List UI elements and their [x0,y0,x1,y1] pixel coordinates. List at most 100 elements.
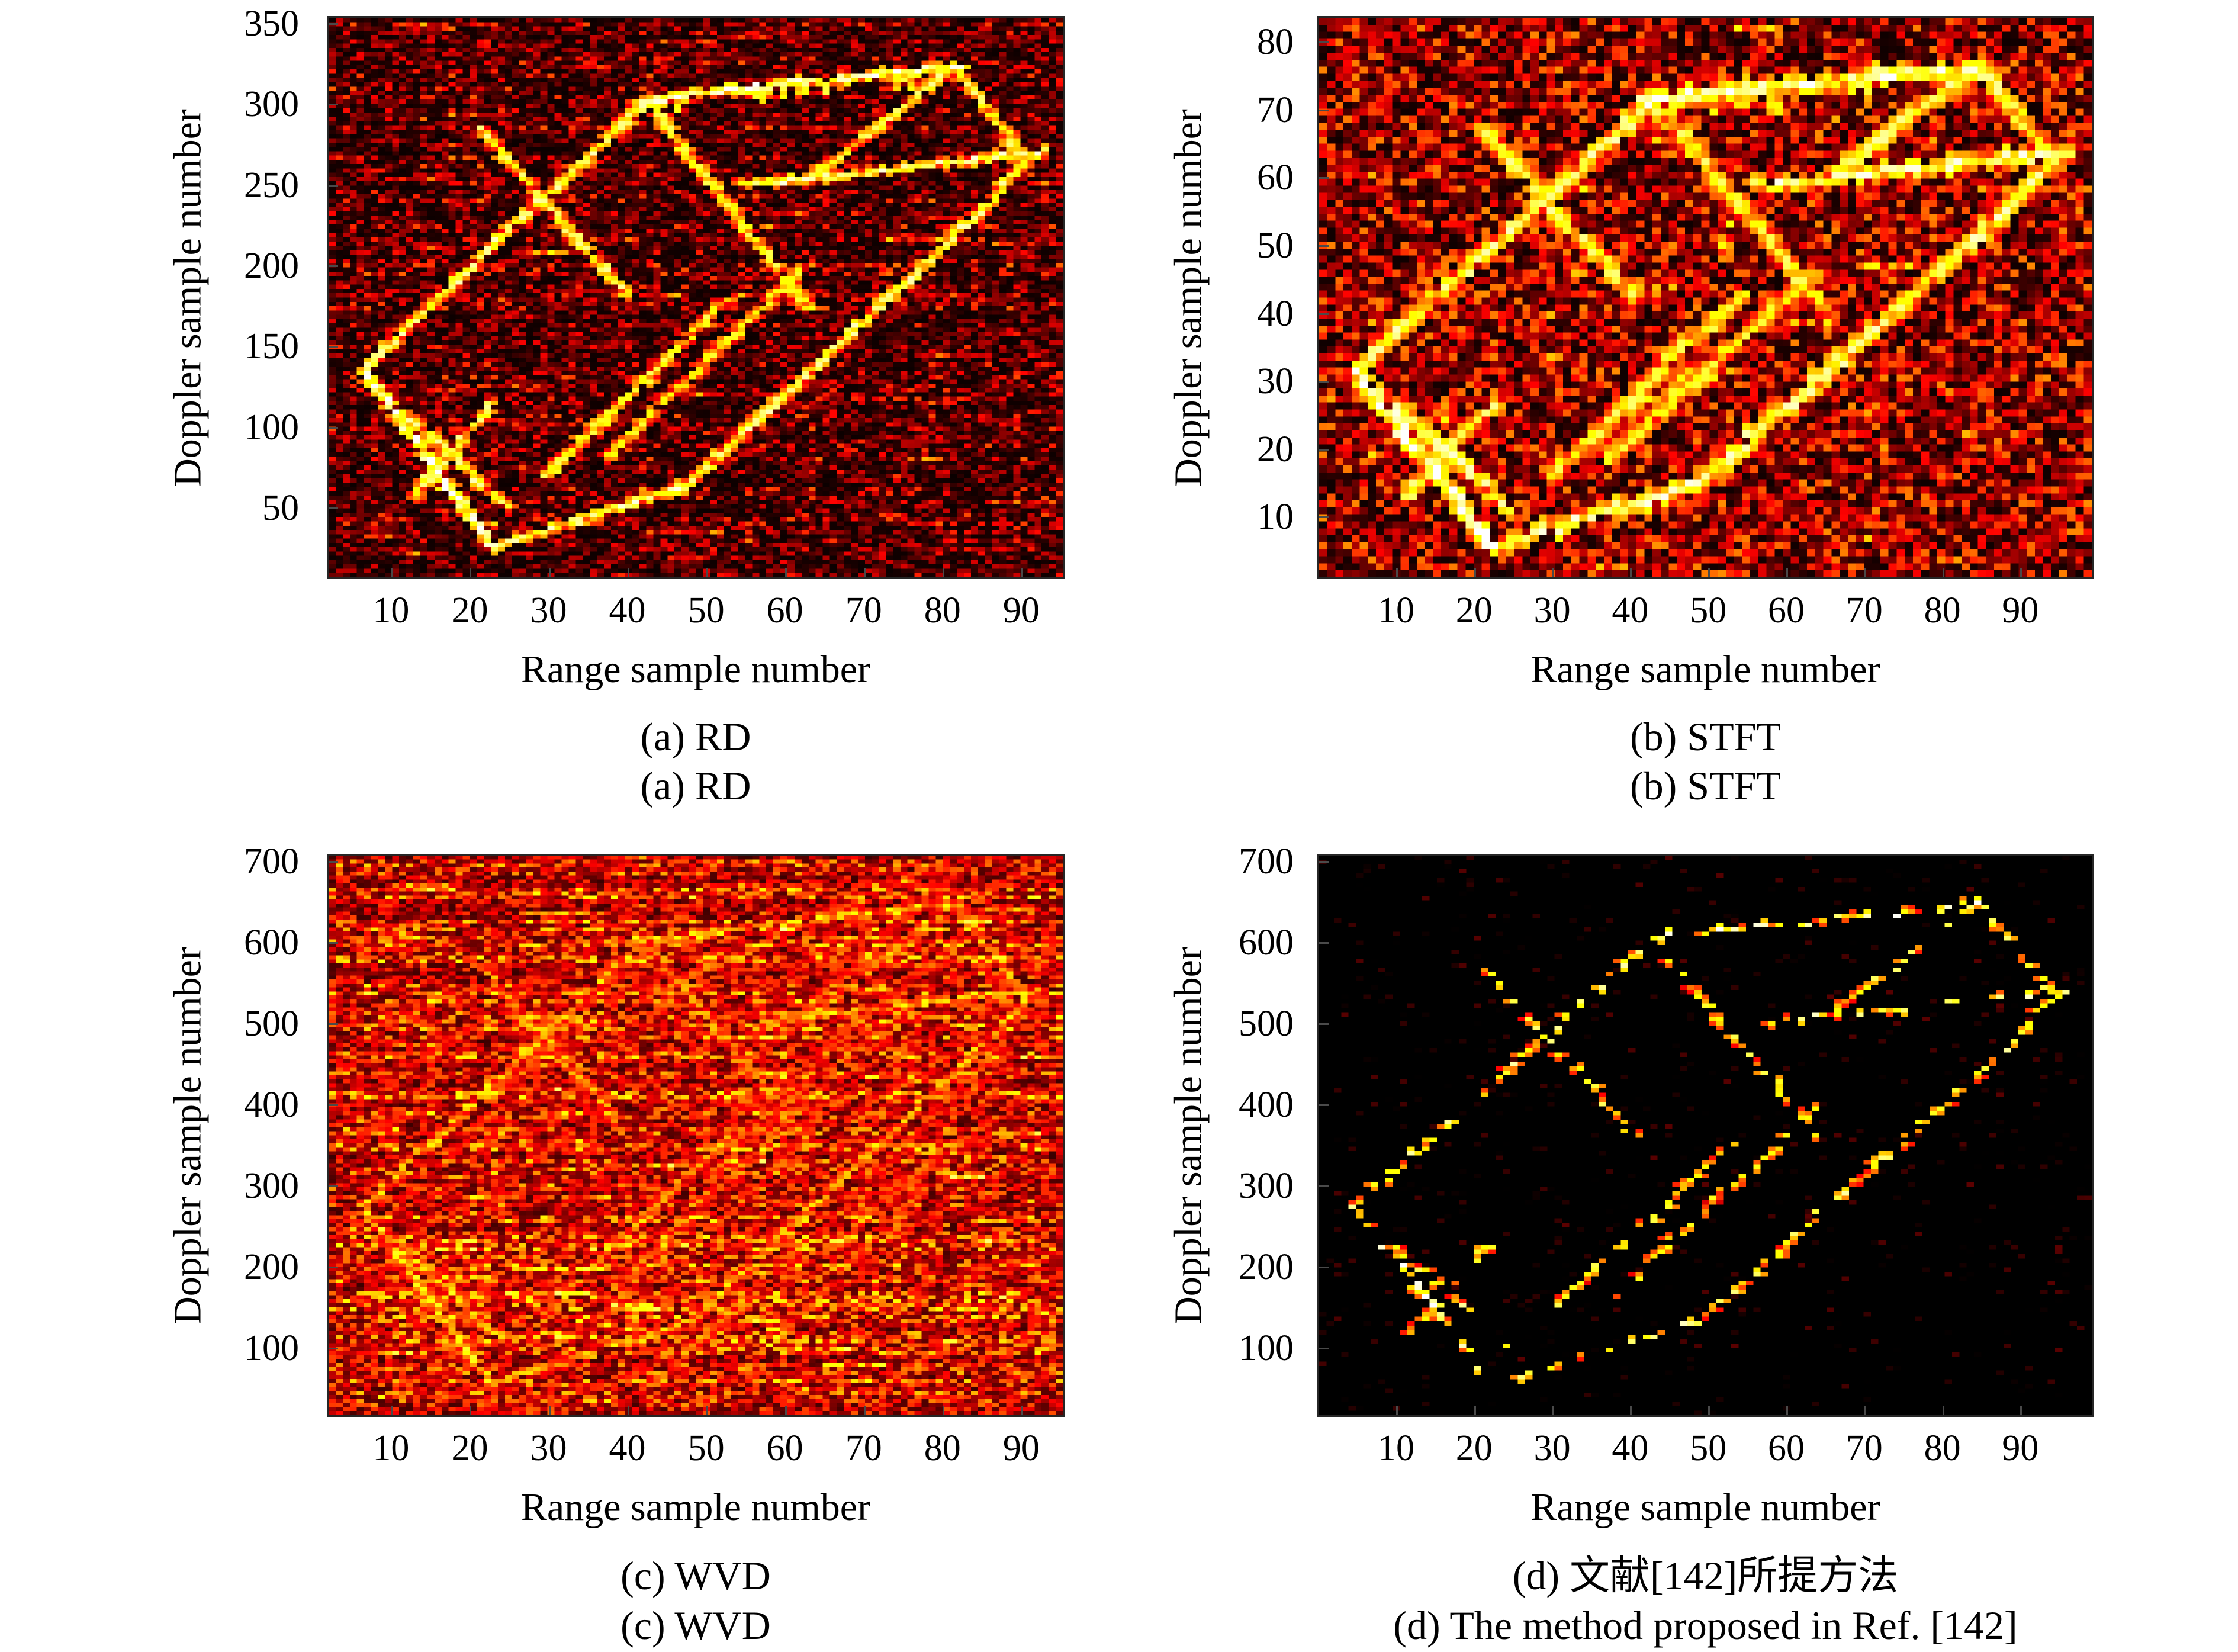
x-tick-label-c-70: 70 [845,1428,882,1468]
y-tick-mark [1319,381,1329,383]
x-tick-mark [470,568,472,577]
y-tick-label-d-300: 300 [1239,1166,1294,1207]
x-tick-label-d-90: 90 [2002,1428,2039,1468]
y-tick-mark [1319,861,1329,863]
y-tick-mark [329,1185,338,1188]
x-tick-mark [863,1406,866,1415]
x-tick-mark [1552,1406,1554,1415]
x-tick-mark [784,568,787,577]
y-tick-label-b-20: 20 [1257,429,1294,470]
x-tick-label-c-40: 40 [609,1428,646,1468]
y-tick-label-b-60: 60 [1257,158,1294,198]
y-tick-mark [329,861,338,863]
heatmap-canvas-a [329,18,1063,577]
caption-d-line2: (d) The method proposed in Ref. [142] [1393,1603,2018,1648]
x-axis-label-d: Range sample number [1530,1486,1880,1529]
x-tick-mark [1474,1406,1476,1415]
x-tick-label-b-50: 50 [1690,590,1727,631]
y-tick-label-a-200: 200 [244,246,299,287]
y-tick-label-d-200: 200 [1239,1247,1294,1288]
x-tick-mark [1395,1406,1398,1415]
y-tick-mark [1319,1267,1329,1269]
x-tick-label-b-20: 20 [1455,590,1493,631]
x-tick-mark [863,568,866,577]
caption-b-line2: (b) STFT [1630,763,1781,808]
caption-a-line2: (a) RD [640,763,751,808]
y-tick-mark [1319,177,1329,179]
y-tick-label-c-400: 400 [244,1085,299,1126]
y-tick-mark [1319,245,1329,247]
x-tick-label-a-70: 70 [845,590,882,631]
y-tick-label-c-600: 600 [244,923,299,963]
y-tick-label-c-500: 500 [244,1004,299,1044]
x-tick-label-b-10: 10 [1377,590,1414,631]
y-tick-mark [1319,109,1329,111]
y-tick-mark [329,23,338,25]
y-tick-mark [1319,1185,1329,1188]
x-tick-mark [1942,568,1944,577]
x-tick-label-c-50: 50 [687,1428,725,1468]
heatmap-frame-d [1317,854,2094,1417]
x-tick-mark [1786,1406,1788,1415]
y-tick-label-d-100: 100 [1239,1328,1294,1369]
y-tick-mark [329,1267,338,1269]
x-tick-label-d-70: 70 [1845,1428,1883,1468]
heatmap-canvas-b [1319,18,2092,577]
y-tick-mark [1319,942,1329,944]
y-tick-mark [1319,41,1329,43]
x-tick-mark [391,568,393,577]
x-tick-mark [706,1406,708,1415]
x-tick-mark [391,1406,393,1415]
caption-c-line1: (c) WVD [620,1553,771,1598]
y-tick-label-b-40: 40 [1257,293,1294,334]
x-tick-mark [1021,1406,1023,1415]
y-tick-label-b-10: 10 [1257,497,1294,538]
x-tick-label-b-90: 90 [2002,590,2039,631]
x-tick-mark [1552,568,1554,577]
x-tick-mark [548,568,551,577]
caption-a-line1: (a) RD [640,714,751,759]
caption-d-line1: (d) 文献[142]所提方法 [1512,1553,1899,1598]
x-tick-mark [1942,1406,1944,1415]
x-tick-label-b-30: 30 [1533,590,1571,631]
x-tick-label-b-40: 40 [1612,590,1649,631]
x-tick-mark [942,568,944,577]
x-tick-label-c-20: 20 [451,1428,488,1468]
x-axis-label-c: Range sample number [520,1486,871,1529]
y-tick-label-c-200: 200 [244,1247,299,1288]
y-tick-label-d-700: 700 [1239,841,1294,882]
x-tick-label-c-90: 90 [1002,1428,1040,1468]
x-tick-mark [1786,568,1788,577]
x-tick-mark [548,1406,551,1415]
y-tick-mark [329,265,338,268]
y-tick-label-c-700: 700 [244,841,299,882]
x-tick-mark [942,1406,944,1415]
y-tick-mark [329,1104,338,1107]
x-tick-mark [706,568,708,577]
x-tick-label-a-30: 30 [530,590,567,631]
x-tick-mark [1395,568,1398,577]
x-tick-label-a-90: 90 [1002,590,1040,631]
x-tick-mark [784,1406,787,1415]
x-tick-label-d-10: 10 [1377,1428,1414,1468]
x-tick-mark [1474,568,1476,577]
y-tick-label-c-300: 300 [244,1166,299,1207]
y-tick-mark [1319,1348,1329,1350]
x-tick-label-d-40: 40 [1612,1428,1649,1468]
x-tick-mark [627,568,629,577]
x-tick-label-b-80: 80 [1924,590,1961,631]
x-tick-label-a-50: 50 [687,590,725,631]
y-tick-label-b-30: 30 [1257,361,1294,402]
y-tick-label-d-600: 600 [1239,923,1294,963]
heatmap-canvas-d [1319,856,2092,1415]
x-tick-label-c-30: 30 [530,1428,567,1468]
x-tick-mark [1021,568,1023,577]
y-tick-mark [329,507,338,510]
y-tick-mark [1319,516,1329,519]
caption-b-line1: (b) STFT [1630,714,1781,759]
x-tick-mark [1864,568,1866,577]
x-tick-label-c-60: 60 [766,1428,803,1468]
